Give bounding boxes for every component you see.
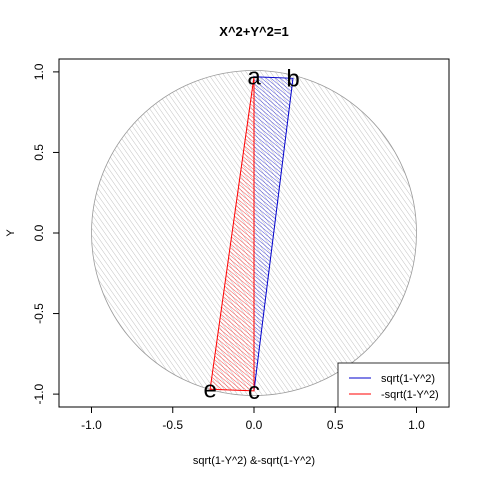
x-tick-label: 0.0 <box>246 418 263 432</box>
x-axis-label: sqrt(1-Y^2) &-sqrt(1-Y^2) <box>193 455 315 467</box>
series-polygon-2 <box>209 76 255 392</box>
x-tick-label: -0.5 <box>162 418 183 432</box>
point-label-c: c <box>248 378 260 405</box>
y-axis: -1.0 -0.5 0.0 0.5 1.0 <box>32 63 60 404</box>
y-tick-label: -1.0 <box>32 383 46 404</box>
legend-box <box>337 362 450 408</box>
y-tick-label: 0.0 <box>32 224 46 241</box>
point-label-a: a <box>247 64 261 91</box>
y-tick-label: 0.5 <box>32 144 46 161</box>
chart-title: X^2+Y^2=1 <box>219 24 288 39</box>
point-labels: a b c e <box>203 64 299 405</box>
series-layer <box>209 76 294 392</box>
x-axis: -1.0 -0.5 0.0 0.5 1.0 <box>81 406 425 432</box>
x-tick-label: -1.0 <box>81 418 102 432</box>
legend-label-2: -sqrt(1-Y^2) <box>381 389 439 401</box>
y-tick-label: 1.0 <box>32 63 46 80</box>
legend-label-1: sqrt(1-Y^2) <box>381 373 435 385</box>
x-tick-label: 1.0 <box>408 418 425 432</box>
point-label-b: b <box>286 65 299 92</box>
y-tick-label: -0.5 <box>32 303 46 324</box>
point-label-e: e <box>203 376 216 403</box>
y-axis-label: Y <box>5 229 17 237</box>
x-tick-label: 0.5 <box>327 418 344 432</box>
legend: sqrt(1-Y^2) -sqrt(1-Y^2) <box>337 362 450 408</box>
